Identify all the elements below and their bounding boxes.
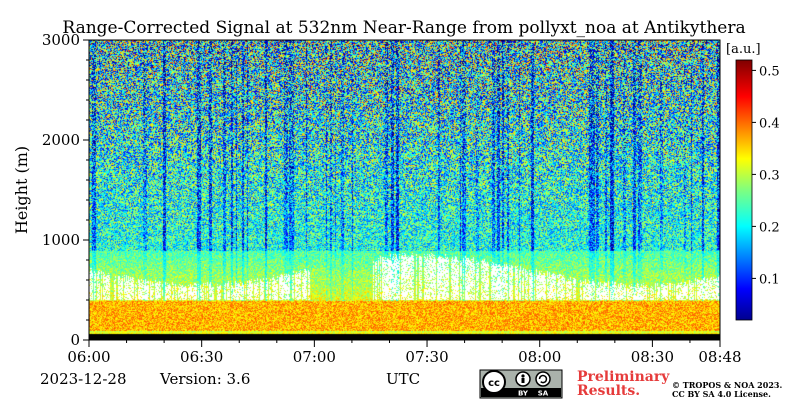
- x-tick-label: 06:30: [180, 348, 223, 366]
- cc-by-sa-icon: cc BY SA: [479, 369, 563, 399]
- colorbar-tick-label: 0.2: [759, 220, 780, 235]
- y-tick-label: 2000: [42, 131, 80, 149]
- colorbar-label: [a.u.]: [726, 42, 761, 57]
- heatmap-canvas: [89, 40, 720, 340]
- preliminary-line2: Results.: [577, 383, 640, 399]
- x-axis-label: UTC: [386, 370, 420, 388]
- y-tick-label: 3000: [42, 31, 80, 49]
- x-tick-label: 06:00: [67, 348, 110, 366]
- license-by: BY: [518, 390, 529, 398]
- chart-title: Range-Corrected Signal at 532nm Near-Ran…: [62, 18, 745, 38]
- preliminary-line1: Preliminary: [577, 369, 670, 385]
- copyright-line2: CC BY SA 4.0 License.: [672, 389, 771, 399]
- y-tick-label: 1000: [42, 231, 80, 249]
- y-axis-label: Height (m): [12, 146, 31, 234]
- footer-date: 2023-12-28: [40, 370, 126, 388]
- colorbar-tick-label: 0.3: [759, 168, 780, 183]
- svg-text:cc: cc: [488, 378, 500, 389]
- colorbar-tick-label: 0.5: [759, 64, 780, 79]
- x-tick-label: 08:00: [518, 348, 561, 366]
- y-tick-label: 0: [70, 331, 80, 349]
- x-tick-label: 07:00: [293, 348, 336, 366]
- x-tick-label: 08:48: [698, 348, 741, 366]
- colorbar-ticks: 0.1 0.2 0.3 0.4 0.5: [752, 64, 780, 287]
- y-axis-ticks: 0 1000 2000 3000: [42, 31, 89, 349]
- heatmap-area: [89, 40, 720, 340]
- colorbar-tick-label: 0.4: [759, 116, 780, 131]
- x-axis-ticks: 06:00 06:30 07:00 07:30 08:00 08:30 08:48: [67, 340, 742, 366]
- colorbar-tick-label: 0.1: [759, 272, 780, 287]
- copyright-line1: © TROPOS & NOA 2023.: [672, 380, 782, 390]
- x-tick-label: 07:30: [405, 348, 448, 366]
- license-sa: SA: [538, 390, 549, 398]
- x-tick-label: 08:30: [631, 348, 674, 366]
- footer-version: Version: 3.6: [159, 370, 250, 388]
- plot-frame: [88, 39, 721, 341]
- colorbar: [735, 59, 753, 321]
